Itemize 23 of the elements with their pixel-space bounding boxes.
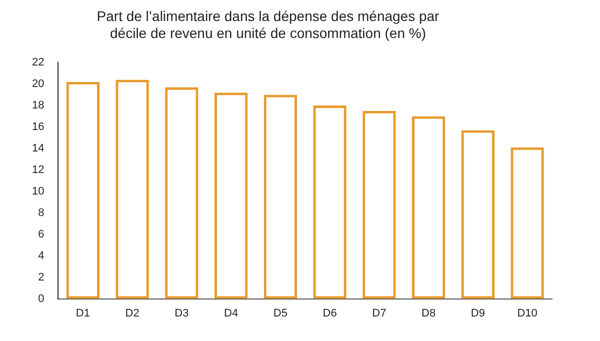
y-tick-label: 16 <box>32 121 44 134</box>
x-tick-label: D6 <box>322 307 337 320</box>
chart-title: Part de l’alimentaire dans la dépense des ménages par décile de revenu en unité de consommation (en %) <box>96 8 440 42</box>
x-tick-label: D3 <box>174 307 189 320</box>
y-tick-label: 10 <box>32 185 44 198</box>
x-tick-label: D4 <box>224 307 238 320</box>
y-tick-label: 0 <box>38 292 44 305</box>
x-tick-label: D9 <box>470 307 485 320</box>
x-tick-label: D10 <box>517 307 538 320</box>
y-tick-label: 6 <box>38 228 44 240</box>
x-tick-label: D2 <box>125 307 140 320</box>
y-tick-label: 12 <box>32 164 44 176</box>
y-tick-label: 18 <box>32 100 44 112</box>
x-tick-label: D8 <box>422 307 436 320</box>
y-tick-label: 2 <box>38 271 44 284</box>
y-tick-label: 4 <box>38 250 44 262</box>
y-tick-label: 20 <box>32 78 44 90</box>
x-tick-label: D5 <box>273 307 288 320</box>
y-tick-label: 8 <box>38 206 44 219</box>
y-tick-label: 14 <box>32 142 44 155</box>
x-tick-label: D7 <box>372 307 386 320</box>
y-tick-label: 22 <box>32 56 44 69</box>
x-tick-label: D1 <box>76 307 90 320</box>
